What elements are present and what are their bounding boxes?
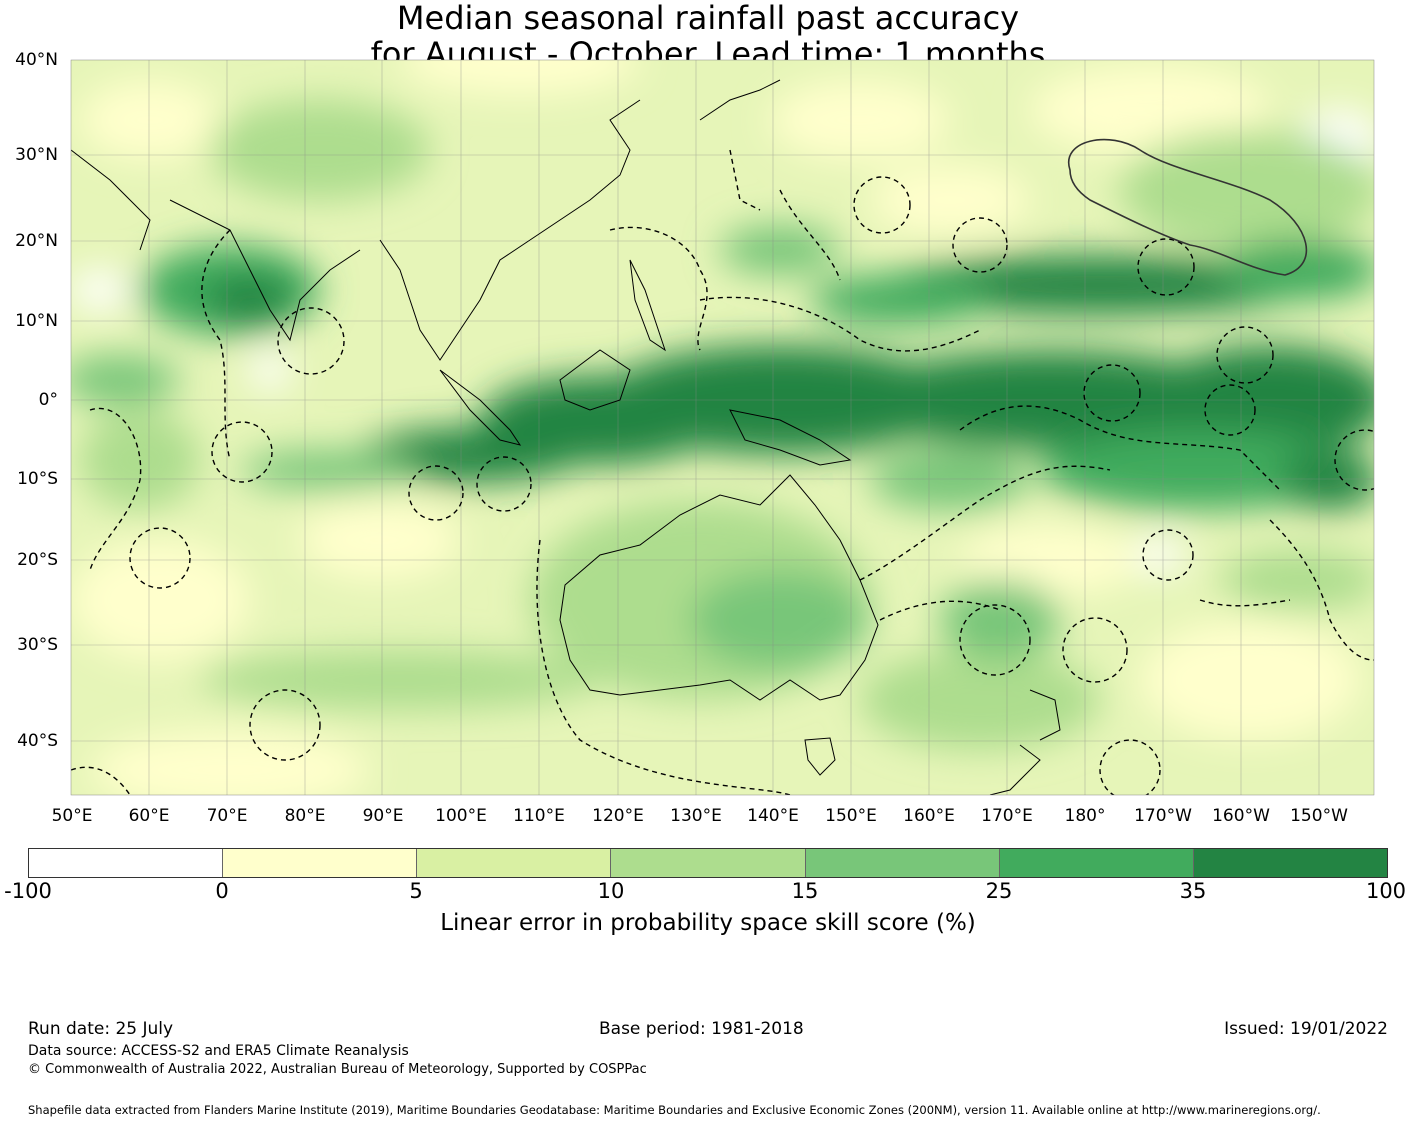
colorbar-tick: 10 [597, 879, 625, 903]
lat-label-20s: 20°S [17, 550, 58, 570]
colorbar-segment [999, 849, 1194, 877]
lon-label-170e: 170°E [981, 806, 1033, 826]
skill-field [71, 60, 1374, 795]
colorbar-tick: 5 [409, 879, 423, 903]
philippines-coast [629, 259, 666, 352]
indochina-coast [379, 239, 531, 361]
china-coast [529, 99, 641, 241]
lon-label-120e: 120°E [592, 806, 644, 826]
colorbar-label: Linear error in probability space skill … [440, 910, 976, 936]
sumatra-coast [439, 369, 522, 446]
colorbar [28, 848, 1388, 878]
lat-label-20n: 20°N [15, 231, 58, 251]
lat-label-10n: 10°N [15, 311, 58, 331]
colorbar-tick: -100 [4, 879, 52, 903]
colorbar-segment [29, 849, 224, 877]
colorbar-tick: 100 [1365, 879, 1407, 903]
lon-label-160e: 160°E [903, 806, 955, 826]
new-guinea-coast [729, 409, 852, 466]
issued-date: Issued: 19/01/2022 [1224, 1019, 1388, 1039]
lat-label-30s: 30°S [17, 635, 58, 655]
lat-label-40s: 40°S [17, 731, 58, 751]
colorbar-segment [1193, 849, 1387, 877]
eez-boundaries [71, 149, 1374, 795]
coastlines [71, 79, 1061, 795]
australia-coast [559, 474, 879, 701]
lon-label-150w: 150°W [1290, 806, 1348, 826]
lon-label-140e: 140°E [747, 806, 799, 826]
lon-label-110e: 110°E [513, 806, 565, 826]
lon-label-170w: 170°W [1134, 806, 1192, 826]
india-coast [169, 199, 361, 342]
base-period: Base period: 1981-2018 [599, 1019, 804, 1039]
lon-label-70e: 70°E [206, 806, 248, 826]
lon-label-90e: 90°E [362, 806, 404, 826]
lat-label-10s: 10°S [17, 469, 58, 489]
japan-coast [699, 79, 781, 121]
colorbar-segment [805, 849, 1000, 877]
colorbar-tick: 25 [985, 879, 1013, 903]
hawaii-eez-outline [1067, 138, 1308, 276]
data-source: Data source: ACCESS-S2 and ERA5 Climate … [28, 1043, 409, 1059]
copyright-notice: © Commonwealth of Australia 2022, Austra… [28, 1062, 647, 1077]
lon-label-150e: 150°E [825, 806, 877, 826]
colorbar-tick: 35 [1179, 879, 1207, 903]
colorbar-tick: 15 [791, 879, 819, 903]
lon-label-60e: 60°E [128, 806, 170, 826]
new-zealand-coast [989, 689, 1061, 795]
shapefile-credit: Shapefile data extracted from Flanders M… [28, 1103, 1321, 1117]
lat-label-40n: 40°N [15, 50, 58, 70]
lon-label-100e: 100°E [435, 806, 487, 826]
map-title-line1: Median seasonal rainfall past accuracy [396, 0, 1020, 37]
graticule [71, 60, 1374, 795]
lat-label-30n: 30°N [15, 145, 58, 165]
lon-label-180: 180° [1064, 806, 1106, 826]
colorbar-segment [417, 849, 612, 877]
borneo-coast [559, 349, 631, 411]
lat-label-0: 0° [38, 390, 58, 410]
lon-label-130e: 130°E [670, 806, 722, 826]
skill-map [70, 59, 1375, 796]
run-date: Run date: 25 July [28, 1019, 174, 1039]
lon-label-80e: 80°E [284, 806, 326, 826]
colorbar-segment [611, 849, 806, 877]
lon-label-50e: 50°E [51, 806, 93, 826]
colorbar-tick: 0 [215, 879, 229, 903]
arabia-coast [71, 149, 151, 251]
lon-label-160w: 160°W [1212, 806, 1270, 826]
tasmania-coast [804, 737, 836, 776]
colorbar-segment [223, 849, 418, 877]
